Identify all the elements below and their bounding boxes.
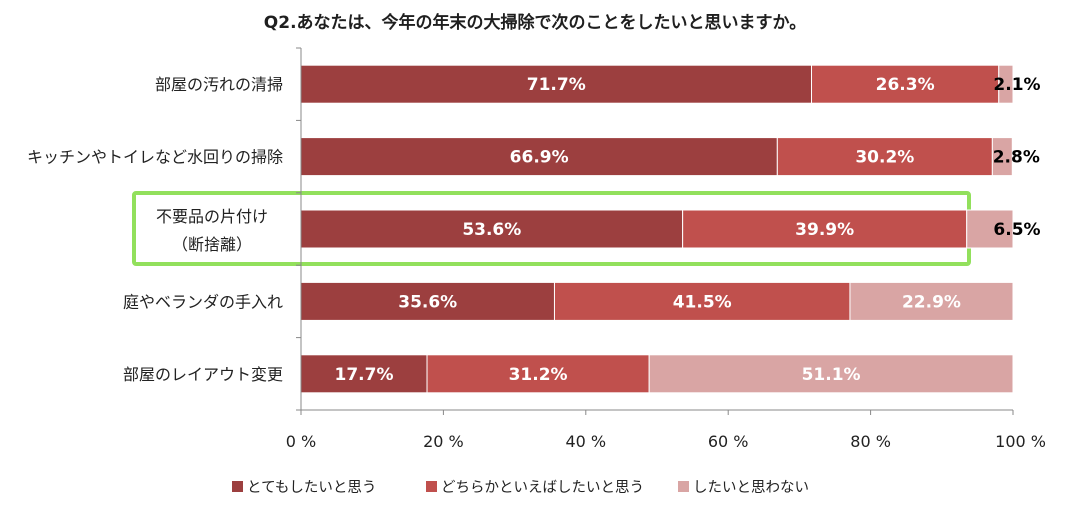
data-label: 17.7%	[335, 365, 394, 385]
x-tick-label: 80 %	[850, 432, 891, 451]
chart-title: Q2.あなたは、今年の年末の大掃除で次のことをしたいと思いますか。	[264, 12, 806, 33]
bar-segment	[300, 137, 778, 177]
x-tick-label: 0 %	[286, 432, 316, 451]
data-label: 31.2%	[509, 365, 568, 385]
bar-segment	[966, 209, 1014, 249]
legend-swatch	[232, 481, 243, 492]
legend-label: とてもしたいと思う	[247, 479, 376, 496]
bar-segment	[300, 354, 428, 394]
bar-segment	[776, 137, 993, 177]
bar-segment	[300, 209, 684, 249]
data-label: 26.3%	[876, 75, 935, 95]
bar-segment	[991, 137, 1013, 177]
data-label: 2.1%	[993, 75, 1040, 95]
bar-segment	[648, 354, 1014, 394]
bar-segment	[553, 281, 851, 321]
x-tick-label: 20 %	[423, 432, 464, 451]
legend-swatch	[678, 481, 689, 492]
category-label: 部屋のレイアウト変更	[123, 365, 283, 384]
legend-label: どちらかといえばしたいと思う	[441, 479, 644, 496]
data-label: 53.6%	[462, 220, 521, 240]
data-label: 71.7%	[527, 75, 586, 95]
x-tick-label: 60 %	[708, 432, 749, 451]
legend-swatch	[426, 481, 437, 492]
x-tick-label: 100 %	[995, 432, 1046, 451]
data-label: 35.6%	[398, 292, 457, 312]
data-label: 6.5%	[993, 220, 1040, 240]
bar-segment	[998, 64, 1014, 104]
data-label: 39.9%	[795, 220, 854, 240]
category-label: 不要品の片付け	[156, 207, 268, 226]
legend-label: したいと思わない	[693, 479, 809, 496]
category-label: 部屋の汚れの清掃	[155, 75, 283, 94]
bar-segment	[426, 354, 650, 394]
bar-segment	[849, 281, 1014, 321]
data-label: 66.9%	[510, 148, 569, 168]
data-label: 22.9%	[902, 292, 961, 312]
data-label: 51.1%	[802, 365, 861, 385]
data-label: 41.5%	[673, 292, 732, 312]
category-label: キッチンやトイレなど水回りの掃除	[27, 148, 283, 167]
bar-segment	[811, 64, 1000, 104]
data-label: 30.2%	[855, 148, 914, 168]
category-label: 庭やベランダの手入れ	[123, 292, 283, 311]
data-label: 2.8%	[993, 148, 1040, 168]
bar-segment	[300, 64, 813, 104]
category-label: （断捨離）	[172, 235, 252, 254]
x-tick-label: 40 %	[565, 432, 606, 451]
bar-segment	[682, 209, 968, 249]
